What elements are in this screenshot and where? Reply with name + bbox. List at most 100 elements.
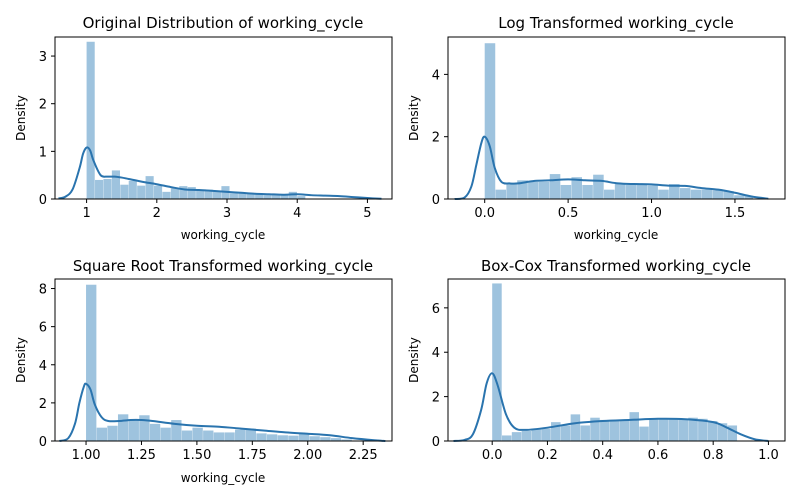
y-tick-label: 6 xyxy=(39,321,47,336)
histogram-bar xyxy=(330,438,342,441)
histogram-bar xyxy=(541,428,551,441)
x-tick-label: 0.0 xyxy=(482,448,503,463)
histogram-bar xyxy=(707,421,718,441)
histogram-bar xyxy=(625,184,637,199)
histogram-bar xyxy=(658,189,669,199)
x-tick-label: 2.25 xyxy=(349,448,378,463)
histogram-bar xyxy=(298,433,310,441)
histogram-bar xyxy=(160,427,171,441)
histogram-bar xyxy=(528,181,539,199)
histogram-bar xyxy=(238,192,247,199)
histogram-bar xyxy=(678,418,689,441)
histogram-bar xyxy=(600,419,610,441)
histogram-bar xyxy=(698,418,708,441)
x-tick-label: 0.0 xyxy=(474,206,495,221)
histogram-bar xyxy=(593,174,604,199)
histogram-bar xyxy=(145,176,154,199)
y-tick-label: 4 xyxy=(432,346,440,361)
x-tick-label: 1.50 xyxy=(182,448,211,463)
histogram-bar xyxy=(727,425,738,441)
x-tick-label: 1.0 xyxy=(641,206,662,221)
histogram-bar xyxy=(484,43,496,199)
x-tick-label: 1.5 xyxy=(725,206,746,221)
y-tick-label: 4 xyxy=(39,359,47,374)
subplot-title: Box-Cox Transformed working_cycle xyxy=(481,257,751,276)
histogram-bar xyxy=(139,415,150,441)
histogram-bar xyxy=(538,181,550,199)
histogram-bar xyxy=(111,170,120,199)
histogram-bar xyxy=(280,194,289,199)
histogram-bar xyxy=(263,195,272,199)
histogram-bar xyxy=(103,178,112,199)
histogram-bar xyxy=(668,418,679,441)
x-axis-label: working_cycle xyxy=(181,471,266,485)
histogram-bar xyxy=(690,189,702,199)
histogram-bar xyxy=(245,428,257,441)
histogram-bar xyxy=(619,419,630,441)
y-tick-label: 4 xyxy=(432,68,440,83)
histogram-bar xyxy=(560,184,572,199)
histogram-bar xyxy=(492,283,502,441)
plot-frame xyxy=(54,36,393,200)
histogram-bar xyxy=(107,425,118,441)
histogram-bar xyxy=(712,190,723,199)
histogram-bar xyxy=(609,421,620,441)
histogram-bar xyxy=(187,187,196,199)
histogram-bar xyxy=(149,423,161,441)
histogram-bars xyxy=(492,283,738,441)
subplot-original: Original Distribution of working_cycle D… xyxy=(14,14,393,242)
subplot-sqrt: Square Root Transformed working_cycle De… xyxy=(14,257,393,485)
histogram-bar xyxy=(717,423,728,441)
y-tick-label: 8 xyxy=(39,283,47,298)
histogram-bar xyxy=(204,189,213,199)
x-tick-label: 3 xyxy=(223,206,231,221)
histogram-bar xyxy=(560,425,571,441)
histogram-bar xyxy=(277,435,288,441)
histogram-bars xyxy=(86,284,352,441)
histogram-bar xyxy=(629,412,639,441)
y-axis-label: Density xyxy=(407,95,421,141)
histogram-bar xyxy=(649,418,659,441)
histogram-bar xyxy=(521,431,532,441)
histogram-bar xyxy=(571,177,582,199)
x-tick-label: 0.6 xyxy=(648,448,669,463)
histogram-bar xyxy=(246,193,255,199)
histogram-bar xyxy=(531,428,541,441)
x-tick-label: 1.75 xyxy=(238,448,267,463)
histogram-bar xyxy=(128,420,139,441)
y-tick-label: 0 xyxy=(39,193,47,208)
histogram-bar xyxy=(212,191,222,199)
histogram-bar xyxy=(297,196,306,199)
x-tick-label: 1.0 xyxy=(758,448,779,463)
histogram-bar xyxy=(192,427,203,441)
subplot-boxcox: Box-Cox Transformed working_cycle Densit… xyxy=(407,257,786,463)
histogram-bar xyxy=(744,195,754,199)
subplot-title: Square Root Transformed working_cycle xyxy=(73,257,373,276)
histogram-bar xyxy=(170,188,179,199)
histogram-bar xyxy=(288,435,299,441)
y-tick-label: 0 xyxy=(432,435,440,450)
histogram-bar xyxy=(179,186,188,199)
histogram-bar xyxy=(137,185,146,199)
histogram-bar xyxy=(701,189,713,199)
x-tick-label: 0.4 xyxy=(592,448,613,463)
histogram-bar xyxy=(229,193,238,199)
histogram-bar xyxy=(162,191,171,199)
histogram-bar xyxy=(266,434,278,441)
histogram-bar xyxy=(181,430,193,441)
histogram-bar xyxy=(86,284,97,441)
kde-line xyxy=(454,135,769,200)
histogram-bar xyxy=(590,417,600,441)
histogram-bar xyxy=(734,195,745,199)
histogram-bar xyxy=(570,414,581,441)
histogram-bar xyxy=(128,180,137,199)
histogram-bar xyxy=(647,185,658,199)
subplot-title: Log Transformed working_cycle xyxy=(498,14,733,33)
y-tick-label: 2 xyxy=(39,98,47,113)
y-tick-label: 0 xyxy=(39,435,47,450)
x-tick-label: 1.00 xyxy=(72,448,101,463)
histogram-bar xyxy=(95,179,104,199)
histogram-bar xyxy=(495,189,507,199)
x-tick-label: 2.00 xyxy=(293,448,322,463)
